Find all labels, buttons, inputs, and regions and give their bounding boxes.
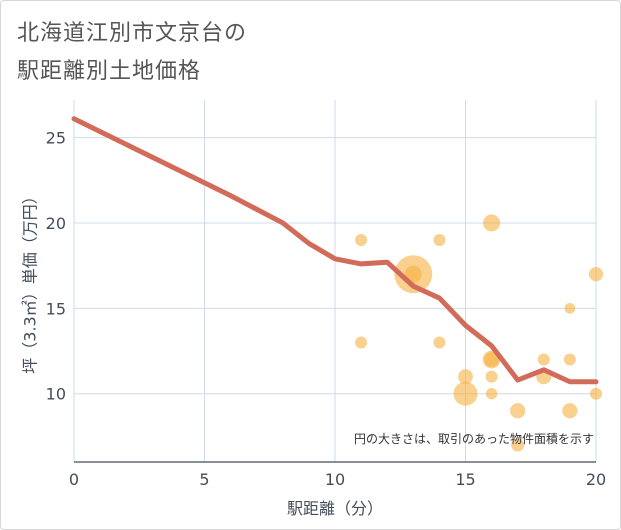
y-axis-title: 坪（3.3㎡）単価（万円）	[21, 188, 40, 373]
bubble-point	[433, 234, 446, 247]
axes: 0 5 10 15 20 10 15 20 25	[46, 129, 607, 489]
bubble-point	[404, 265, 422, 283]
trend-series	[71, 116, 599, 385]
bubble-point	[484, 352, 499, 367]
bubble-series	[355, 214, 604, 452]
bubble-point	[562, 403, 578, 419]
y-tick-label: 15	[46, 299, 66, 318]
bubble-point	[355, 234, 368, 247]
bubble-point	[564, 302, 576, 314]
y-tick-label: 25	[46, 129, 66, 148]
x-tick-label: 0	[69, 470, 79, 489]
bubble-point	[458, 369, 473, 384]
bubble-point	[563, 353, 576, 366]
x-tick-label: 5	[199, 470, 209, 489]
y-tick-label: 20	[46, 214, 66, 233]
bubble-point	[537, 353, 550, 366]
grid-lines	[73, 100, 597, 462]
bubble-point	[485, 388, 498, 400]
x-tick-label: 10	[325, 470, 345, 489]
chart-title-line-2: 駅距離別土地価格	[17, 59, 202, 84]
x-tick-label: 15	[455, 470, 475, 489]
chart-title-line-1: 北海道江別市文京台の	[17, 21, 248, 46]
bubble-point	[453, 381, 478, 406]
bubble-point	[588, 267, 604, 282]
y-tick-label: 10	[46, 385, 66, 404]
bubble-point	[485, 370, 498, 383]
size-annotation: 円の大きさは、取引のあった物件面積を示す	[354, 431, 594, 446]
trend-line	[71, 116, 599, 385]
x-tick-label: 20	[586, 470, 606, 489]
bubble-point	[510, 403, 526, 419]
bubble-point	[433, 336, 446, 349]
bubble-point	[511, 438, 525, 452]
x-axis-title: 駅距離（分）	[287, 499, 383, 518]
bubble-point	[355, 336, 368, 349]
bubble-point	[483, 214, 501, 232]
bubble-point	[590, 387, 602, 400]
